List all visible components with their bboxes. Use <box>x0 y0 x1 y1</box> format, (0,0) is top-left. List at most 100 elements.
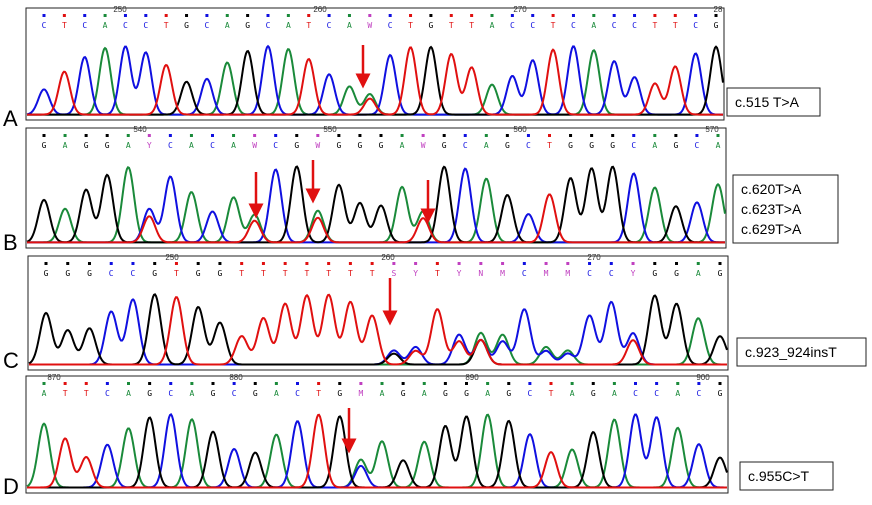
base-call: T <box>348 269 353 278</box>
base-tick <box>246 14 250 17</box>
base-call: A <box>484 141 489 150</box>
base-tick <box>592 14 596 17</box>
base-call: G <box>464 389 469 398</box>
base-call: C <box>210 141 215 150</box>
base-tick <box>486 382 490 385</box>
trace <box>27 46 723 116</box>
base-tick <box>526 134 530 137</box>
base-call: W <box>421 141 426 150</box>
base-call: M <box>358 389 363 398</box>
base-call: C <box>143 21 148 30</box>
base-call: T <box>449 21 454 30</box>
base-call: C <box>522 269 527 278</box>
base-tick <box>548 134 551 137</box>
base-call: T <box>547 141 552 150</box>
base-call: G <box>505 141 510 150</box>
base-call: T <box>549 389 554 398</box>
base-call: A <box>380 389 385 398</box>
base-call: G <box>358 141 363 150</box>
base-call: C <box>654 389 659 398</box>
base-call: C <box>266 21 271 30</box>
trace <box>26 44 723 116</box>
base-tick <box>653 134 657 137</box>
base-call: C <box>632 21 637 30</box>
base-tick <box>551 14 555 17</box>
base-call: G <box>42 141 47 150</box>
base-tick <box>286 14 290 17</box>
base-call: G <box>673 141 678 150</box>
base-tick <box>609 262 613 265</box>
trace <box>27 193 725 244</box>
trace <box>26 165 725 244</box>
base-tick <box>653 262 657 265</box>
base-tick <box>63 134 67 137</box>
base-tick <box>274 382 278 385</box>
base-tick <box>296 382 299 385</box>
base-tick <box>368 14 372 17</box>
base-tick <box>144 14 148 17</box>
base-call: T <box>316 389 321 398</box>
trace <box>26 413 727 489</box>
base-call: C <box>273 141 278 150</box>
base-tick <box>84 382 88 385</box>
base-tick <box>169 382 173 385</box>
mutation-label: c.955C>T <box>748 468 810 484</box>
base-call: T <box>435 269 440 278</box>
base-tick <box>338 382 342 385</box>
base-tick <box>253 134 257 137</box>
base-tick <box>544 262 548 265</box>
trace <box>27 413 727 489</box>
position-number: 250 <box>165 253 179 262</box>
base-tick <box>443 382 447 385</box>
base-call: C <box>510 21 515 30</box>
panel: C T C A C C T G C A G C A T C A W C T G T T A C C T C A C C T T C G 250 260… <box>3 5 821 131</box>
base-call: G <box>591 389 596 398</box>
base-tick <box>316 134 320 137</box>
base-tick <box>168 134 172 137</box>
base-call: C <box>696 389 701 398</box>
base-tick <box>612 382 616 385</box>
base-tick <box>676 382 680 385</box>
base-tick <box>400 134 404 137</box>
base-tick <box>569 134 573 137</box>
position-number: 270 <box>587 253 601 262</box>
base-call: A <box>126 389 131 398</box>
base-tick <box>185 14 189 17</box>
base-tick <box>379 134 383 137</box>
base-tick <box>505 134 509 137</box>
base-call: M <box>544 269 549 278</box>
base-call: N <box>478 269 483 278</box>
base-call: G <box>105 141 110 150</box>
base-tick <box>347 14 351 17</box>
base-tick <box>105 382 109 385</box>
base-tick <box>591 382 595 385</box>
base-call: G <box>442 141 447 150</box>
base-tick <box>307 14 311 17</box>
base-call: T <box>306 21 311 30</box>
base-call: G <box>84 141 89 150</box>
base-tick <box>266 14 270 17</box>
panel-frame <box>25 127 727 249</box>
base-call: G <box>506 389 511 398</box>
base-call: A <box>612 389 617 398</box>
base-tick <box>392 262 396 265</box>
base-tick <box>716 134 720 137</box>
base-tick <box>42 134 46 137</box>
base-call: A <box>103 21 108 30</box>
base-call: T <box>63 389 68 398</box>
base-tick <box>401 382 405 385</box>
base-tick <box>232 382 236 385</box>
base-call: A <box>591 21 596 30</box>
panel-letter: B <box>3 230 18 255</box>
base-tick <box>612 14 616 17</box>
base-tick <box>327 262 331 265</box>
base-call: C <box>631 141 636 150</box>
base-tick <box>218 262 222 265</box>
base-call: G <box>336 141 341 150</box>
base-tick <box>240 262 244 265</box>
base-tick <box>634 382 637 385</box>
base-tick <box>189 134 193 137</box>
base-tick <box>196 262 200 265</box>
